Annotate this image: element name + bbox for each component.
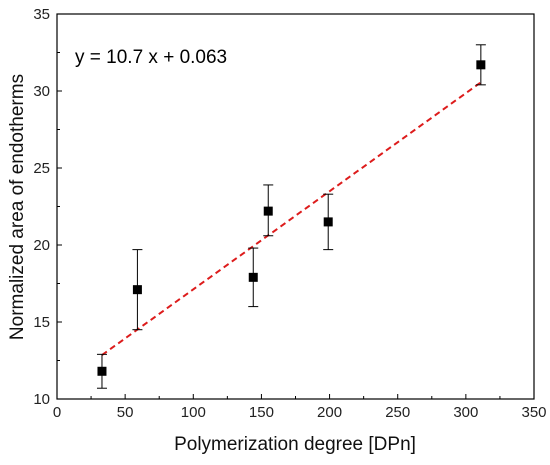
x-axis: 0 50 100 150 200 250 300 350 <box>53 394 547 421</box>
square-marker <box>323 217 333 227</box>
x-tick-label: 300 <box>453 404 478 421</box>
x-tick-label: 50 <box>117 404 134 421</box>
y-tick-label: 15 <box>33 314 50 331</box>
square-marker <box>476 60 486 70</box>
data-point <box>323 193 334 251</box>
y-axis: 10 15 20 25 30 35 <box>33 6 62 408</box>
square-marker <box>97 366 107 376</box>
plot-frame <box>56 13 535 400</box>
y-tick-label: 20 <box>33 237 50 254</box>
square-marker <box>132 285 142 295</box>
data-point <box>475 44 486 86</box>
x-tick-label: 150 <box>249 404 274 421</box>
square-marker <box>263 206 273 216</box>
data-point <box>263 184 274 237</box>
x-axis-title: Polymerization degree [DPn] <box>174 434 416 455</box>
y-tick-label: 30 <box>33 83 50 100</box>
data-points-layer <box>96 44 486 389</box>
fit-line <box>101 81 482 356</box>
square-marker <box>248 272 258 282</box>
data-point <box>248 247 259 308</box>
y-tick-label: 25 <box>33 160 50 177</box>
y-tick-label: 35 <box>33 6 50 23</box>
x-tick-label: 200 <box>317 404 342 421</box>
data-point <box>96 353 107 389</box>
x-tick-label: 250 <box>385 404 410 421</box>
x-tick-label: 350 <box>521 404 546 421</box>
x-tick-label: 0 <box>53 404 61 421</box>
x-tick-label: 100 <box>181 404 206 421</box>
regression-equation: y = 10.7 x + 0.063 <box>75 47 227 68</box>
fit-line-layer <box>101 81 482 356</box>
y-axis-title: Normalized area of endotherms <box>7 74 28 340</box>
data-point <box>132 249 143 331</box>
y-tick-label: 10 <box>33 391 50 408</box>
